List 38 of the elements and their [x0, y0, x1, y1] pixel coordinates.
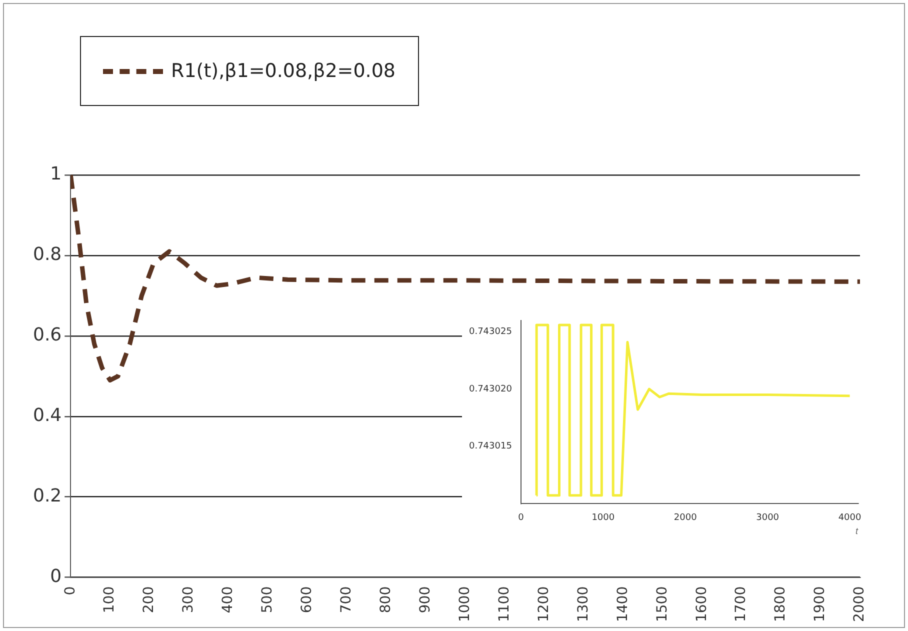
x-tick-label: 1200: [536, 586, 552, 622]
x-tick-label: 1700: [733, 586, 750, 622]
x-tick-label: 500: [260, 586, 276, 614]
x-tick-label: 900: [417, 586, 434, 614]
y-tick-label: 0.743025: [468, 327, 512, 338]
x-tick-label: 800: [378, 586, 394, 614]
x-tick-label: 1000: [592, 513, 615, 524]
x-tick-label: 3000: [756, 513, 780, 524]
x-tick-label: 2000: [674, 513, 698, 524]
x-tick-label: 1100: [496, 586, 512, 622]
x-tick-label: 4000: [838, 513, 862, 524]
y-tick-label: 0.2: [32, 486, 62, 507]
x-tick-label: 400: [220, 586, 236, 614]
x-tick-label: 1500: [654, 586, 670, 622]
x-tick-label: 100: [102, 586, 118, 614]
x-tick-label: 200: [141, 586, 158, 614]
x-tick-label: 300: [180, 586, 197, 614]
x-tick-label: 1600: [694, 586, 710, 622]
y-tick-label: 0.743020: [468, 384, 512, 394]
x-tick-label: 1300: [575, 586, 592, 622]
legend-label: R1(t),β1=0.08,β2=0.08: [171, 60, 396, 82]
x-tick-label: 0: [62, 586, 78, 596]
x-tick-label: 1900: [812, 586, 828, 622]
y-tick-label: 0.4: [32, 405, 62, 426]
y-tick-label: 0.8: [32, 244, 62, 266]
x-tick-label: 700: [338, 586, 355, 614]
x-axis-title: t: [855, 526, 858, 536]
x-tick-label: 0: [518, 513, 524, 524]
x-tick-label: 1000: [456, 586, 473, 622]
y-tick-label: 0.6: [32, 324, 62, 346]
y-tick-label: 0: [50, 566, 62, 588]
y-tick-label: 0.743015: [468, 442, 512, 452]
x-tick-label: 600: [299, 586, 316, 614]
x-tick-label: 2000: [852, 586, 868, 622]
x-tick-label: 1800: [772, 586, 789, 622]
x-tick-label: 1400: [614, 586, 631, 622]
y-tick-label: 1: [50, 164, 62, 185]
line-series: [70, 175, 860, 382]
